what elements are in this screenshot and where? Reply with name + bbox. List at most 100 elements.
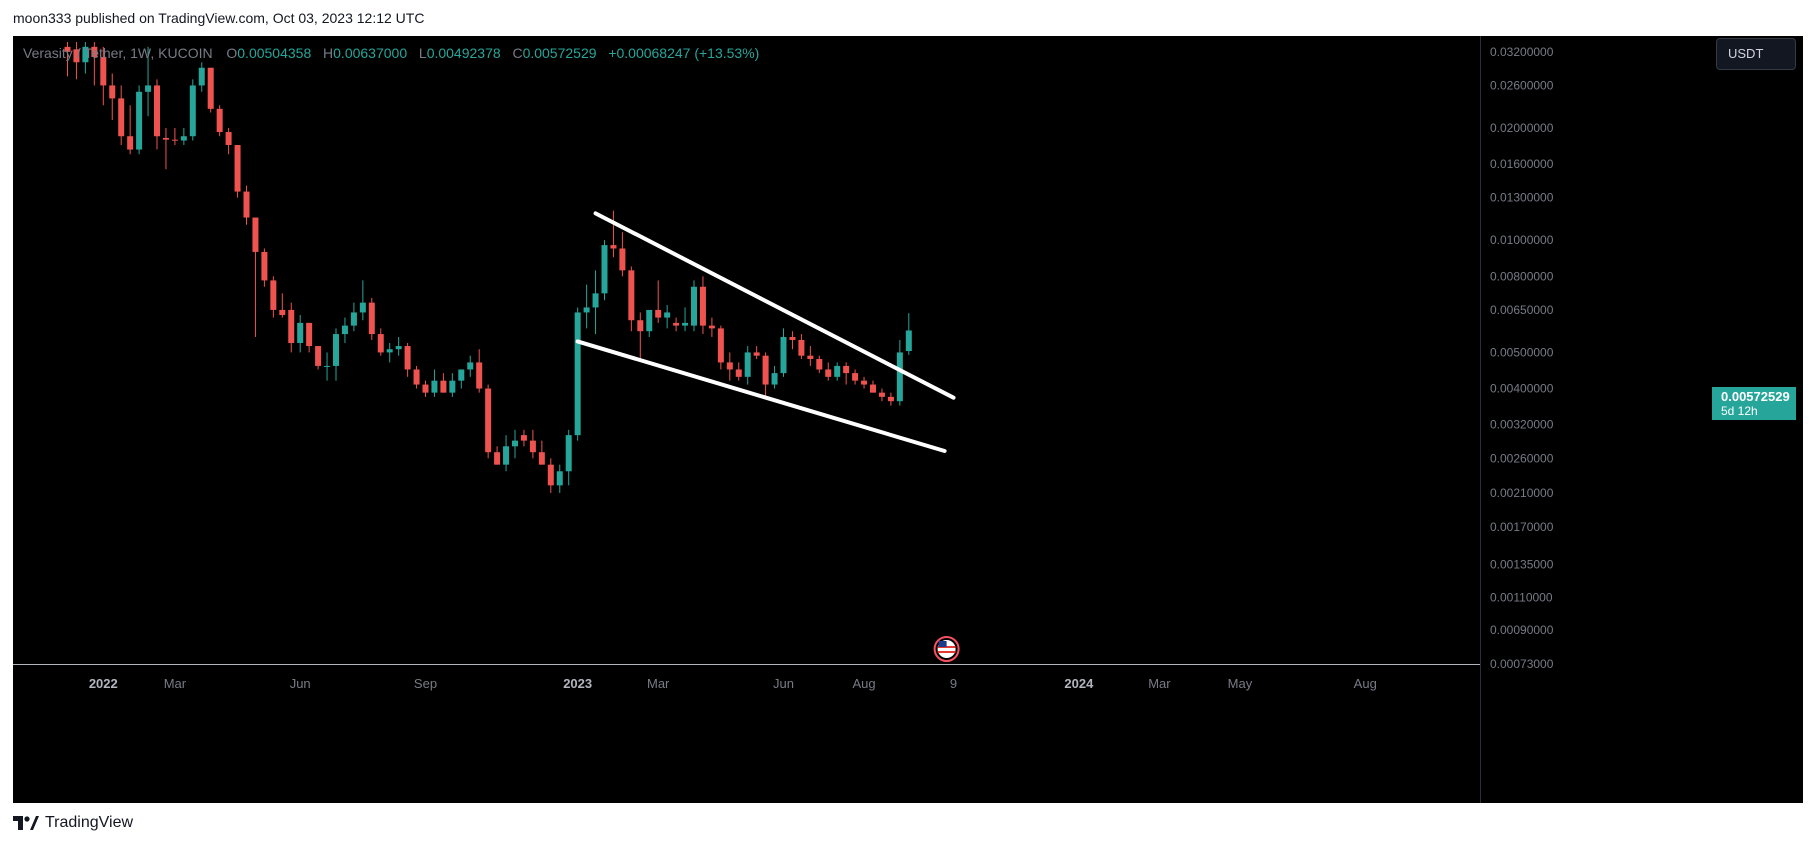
candle-body <box>682 322 689 326</box>
last-price-value: 0.00572529 <box>1721 389 1790 404</box>
candlestick-chart[interactable]: 0.03200000 0.02600000 0.02000000 0.01600000… <box>13 36 1803 803</box>
candle-body <box>91 46 98 57</box>
candle-body <box>315 346 322 366</box>
candle-body <box>476 362 483 389</box>
candle-body <box>583 307 590 313</box>
y-tick-label: 0.00110000 <box>1490 591 1553 605</box>
y-tick-label: 0.00800000 <box>1490 269 1554 283</box>
high-label: H <box>323 45 334 61</box>
event-ring <box>933 636 960 662</box>
trendline <box>575 339 947 454</box>
candle-body <box>467 362 474 370</box>
candle-body <box>565 435 572 472</box>
candle-body <box>431 380 438 393</box>
chart-area[interactable]: 0.03200000 0.02600000 0.02000000 0.01600000… <box>13 36 1803 803</box>
candle-body <box>341 325 348 335</box>
candle-body <box>628 270 635 321</box>
y-tick-label: 0.00170000 <box>1490 520 1554 534</box>
candle-body <box>225 132 232 145</box>
y-tick-label: 0.00500000 <box>1490 345 1554 359</box>
candle-body <box>422 384 429 393</box>
candle-body <box>887 396 894 402</box>
x-tick-label: 2024 <box>1064 676 1094 691</box>
candle-body <box>834 365 841 377</box>
candle-body <box>547 464 554 486</box>
candle-body <box>825 369 832 377</box>
candle-body <box>610 245 617 249</box>
candle-body <box>270 280 277 310</box>
close-label: C <box>512 45 523 61</box>
candle-body <box>503 446 510 465</box>
x-tick-label: Mar <box>647 676 670 691</box>
candle-body <box>520 435 527 441</box>
candle-body <box>154 85 160 137</box>
currency-unit-button[interactable]: USDT <box>1716 38 1796 70</box>
x-tick-label: Mar <box>1148 676 1171 691</box>
candle-body <box>234 144 241 192</box>
x-tick-label: Jun <box>290 676 311 691</box>
candle-body <box>816 359 823 370</box>
candle-body <box>744 352 751 377</box>
candle-body <box>413 369 420 385</box>
candle-body <box>753 352 760 356</box>
candle-body <box>601 245 608 294</box>
open-value: 0.00504358 <box>237 45 312 61</box>
candle-body <box>252 217 259 252</box>
candle-body <box>538 452 545 465</box>
high-value: 0.00637000 <box>333 45 408 61</box>
trendline <box>593 211 956 400</box>
x-tick-label: Sep <box>414 676 437 691</box>
event-flag-canton <box>938 641 947 647</box>
candle-body <box>118 98 125 137</box>
x-tick-label: 9 <box>950 676 957 691</box>
candle-body <box>619 248 626 271</box>
y-tick-label: 0.00210000 <box>1490 486 1554 500</box>
us-flag-event-icon <box>933 636 960 662</box>
candle-body <box>529 440 536 453</box>
candle-body <box>82 46 89 63</box>
candle-body <box>691 286 697 326</box>
candle-body <box>771 373 778 385</box>
low-value: 0.00492378 <box>426 45 501 61</box>
last-price-badge: 0.00572529 5d 12h <box>1712 387 1796 420</box>
tradingview-footer[interactable]: TradingView <box>13 814 133 832</box>
y-tick-label: 0.00260000 <box>1490 451 1554 465</box>
candle-body <box>109 85 116 99</box>
candle-body <box>261 251 268 281</box>
close-value: 0.00572529 <box>522 45 597 61</box>
candle-body <box>162 137 169 140</box>
candle-body <box>127 136 134 150</box>
candle-body <box>852 373 859 381</box>
candle-body <box>646 309 653 332</box>
candle-body <box>637 320 644 332</box>
candle-body <box>73 49 80 63</box>
candle-body <box>664 312 671 318</box>
y-tick-label: 0.00090000 <box>1490 623 1554 637</box>
candle-body <box>216 108 223 133</box>
candle-body <box>905 330 912 352</box>
publish-caption: moon333 published on TradingView.com, Oc… <box>13 10 425 26</box>
candle-body <box>377 334 384 353</box>
candle-body <box>485 388 492 453</box>
candle-body <box>324 365 331 367</box>
candle-body <box>735 369 742 377</box>
x-tick-label: Aug <box>1354 676 1377 691</box>
candle-body <box>359 302 366 313</box>
candle-body <box>350 312 357 326</box>
y-tick-label: 0.01300000 <box>1490 191 1554 205</box>
candle-body <box>100 56 107 86</box>
symbol-label[interactable]: Verasity / Tether, 1W, KUCOIN <box>23 45 213 61</box>
candle-body <box>333 334 339 366</box>
candle-body <box>243 191 250 218</box>
x-tick-label: Jun <box>773 676 794 691</box>
candle-body <box>574 312 581 436</box>
candle-body <box>762 355 769 385</box>
candle-body <box>207 67 214 109</box>
candle-body <box>449 380 456 393</box>
candle-body <box>404 346 411 370</box>
candle-body <box>512 440 518 447</box>
candle-body <box>306 322 313 347</box>
y-tick-label: 0.03200000 <box>1490 45 1554 59</box>
candle-body <box>726 362 733 370</box>
y-tick-label: 0.01600000 <box>1490 157 1554 171</box>
